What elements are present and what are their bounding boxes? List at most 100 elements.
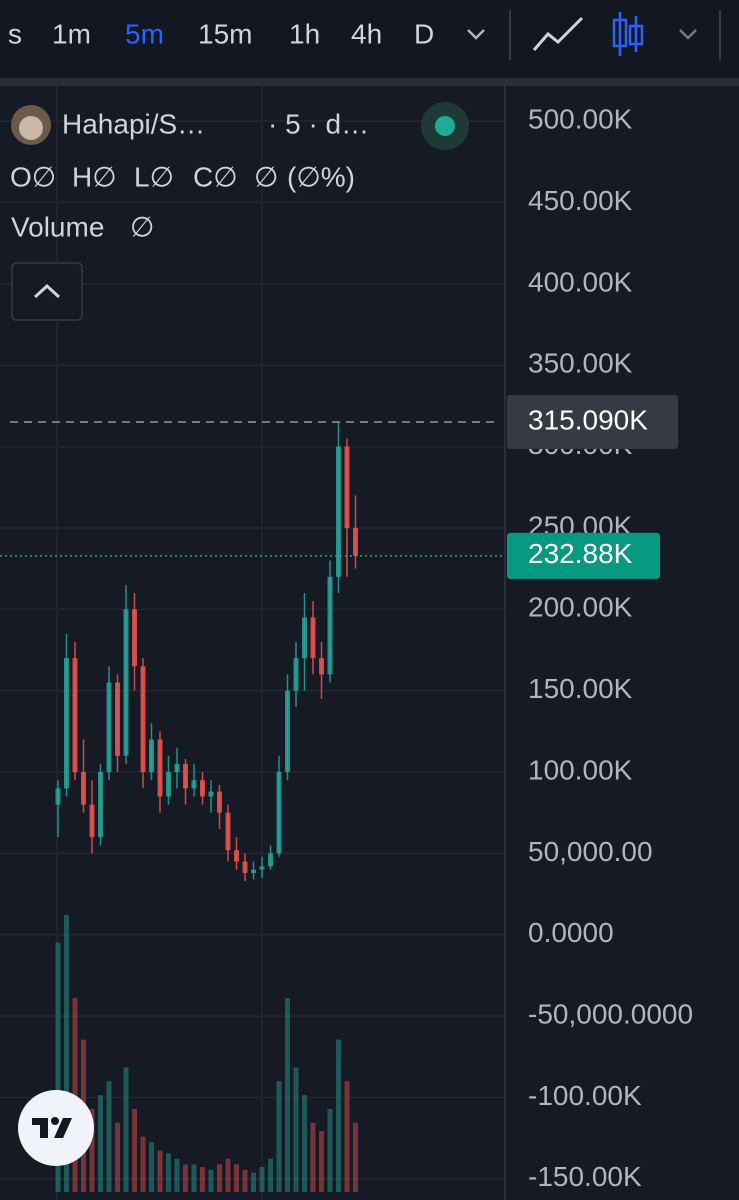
tradingview-logo-mark xyxy=(32,1118,72,1138)
interval-button[interactable]: 15m xyxy=(198,18,252,49)
ohlc-value: H∅ xyxy=(72,161,117,192)
candle-body xyxy=(336,446,341,577)
symbol-avatar-face xyxy=(19,116,43,140)
candle-body xyxy=(115,682,120,756)
volume-bar xyxy=(319,1131,324,1192)
volume-bar xyxy=(132,1108,137,1192)
volume-bar xyxy=(191,1164,197,1192)
volume-bar xyxy=(234,1164,239,1192)
volume-bar xyxy=(115,1122,120,1192)
volume-value: ∅ xyxy=(130,211,154,242)
tradingview-logo[interactable] xyxy=(18,1090,94,1166)
symbol-name[interactable]: Hahapi/S… xyxy=(62,108,205,139)
high-price-label-bg xyxy=(507,395,678,450)
candle-body xyxy=(234,850,239,862)
volume-bar xyxy=(344,1081,350,1192)
volume-bar xyxy=(166,1153,171,1192)
line-chart-button[interactable] xyxy=(532,16,584,51)
y-tick-label: 450.00K xyxy=(528,185,633,216)
candle-body xyxy=(140,666,146,773)
interval-dropdown[interactable] xyxy=(467,29,485,40)
candle-body xyxy=(157,739,163,797)
volume-bar xyxy=(310,1122,316,1192)
candle-body xyxy=(353,527,358,556)
last-price-label-bg xyxy=(507,532,660,579)
candle-body xyxy=(174,763,180,773)
y-tick-label: 400.00K xyxy=(528,266,633,297)
interval-button[interactable]: 5m xyxy=(125,18,164,49)
grid xyxy=(0,120,505,1180)
candle-body xyxy=(106,682,112,773)
candle-body xyxy=(98,772,103,838)
toolbar xyxy=(0,0,739,78)
volume-bar xyxy=(293,1067,299,1192)
volume-bar xyxy=(200,1167,205,1192)
volume-bar xyxy=(268,1158,273,1192)
candle-body xyxy=(310,617,316,659)
interval-button[interactable]: 1m xyxy=(52,18,91,49)
candle-body xyxy=(166,772,171,797)
candle-body xyxy=(276,772,282,854)
volume-bar xyxy=(208,1169,214,1192)
volume-bar xyxy=(302,1095,307,1192)
high-price-label: 315.090K xyxy=(528,404,648,435)
interval-button[interactable]: 4h xyxy=(351,18,382,49)
ohlc-legend: O∅ H∅ L∅ C∅ ∅ (∅%) xyxy=(10,161,355,192)
candle-body xyxy=(89,804,95,838)
volume-bar xyxy=(98,1095,103,1192)
volume-bar xyxy=(140,1136,146,1192)
candle-body xyxy=(64,658,69,789)
interval-button[interactable]: D xyxy=(414,18,434,49)
candle-body xyxy=(302,617,307,659)
volume-bar xyxy=(106,1081,112,1192)
volume-bar xyxy=(89,1108,95,1192)
volume-bar xyxy=(285,998,290,1192)
candle-body xyxy=(132,609,137,667)
volume-bar xyxy=(64,915,69,1192)
candle-body xyxy=(293,658,299,691)
y-tick-label: -50,000.0000 xyxy=(528,999,693,1030)
tradingview-logo-dot xyxy=(51,1117,59,1125)
y-tick-label: 100.00K xyxy=(528,754,633,785)
ohlc-value: O∅ xyxy=(10,161,56,192)
candle-body xyxy=(183,763,188,789)
collapse-button[interactable] xyxy=(11,262,83,321)
volume-bar xyxy=(72,998,78,1192)
candle-body xyxy=(72,658,78,773)
candle-body xyxy=(319,658,324,675)
toolbar-border xyxy=(0,78,739,86)
volume-pane xyxy=(55,915,358,1192)
volume-bar xyxy=(217,1164,222,1192)
candle-body xyxy=(268,853,273,867)
candles xyxy=(55,422,358,882)
y-tick-label: 200.00K xyxy=(528,592,633,623)
volume-bar xyxy=(55,942,61,1192)
volume-bar xyxy=(183,1164,188,1192)
ohlc-value: (∅%) xyxy=(287,161,355,192)
candle-body xyxy=(208,791,214,797)
chart-type-dropdown[interactable] xyxy=(679,29,697,40)
candle-chart-button[interactable] xyxy=(612,12,644,56)
ohlc-value: L∅ xyxy=(134,161,174,192)
volume-bar xyxy=(242,1169,248,1192)
candle-body xyxy=(251,869,256,873)
y-tick-label: -150.00K xyxy=(528,1161,642,1192)
volume-label: Volume xyxy=(11,211,104,242)
y-tick-label: 150.00K xyxy=(528,673,633,704)
interval-button[interactable]: s xyxy=(8,18,22,49)
volume-bar xyxy=(123,1067,129,1192)
y-tick-label: 50,000.00 xyxy=(528,836,653,867)
ohlc-value: ∅ xyxy=(254,161,278,192)
candle-body xyxy=(123,609,129,756)
volume-bar xyxy=(251,1172,256,1192)
symbol-meta: · 5 · d… xyxy=(268,108,369,139)
market-status xyxy=(435,116,455,136)
interval-button[interactable]: 1h xyxy=(289,18,320,49)
candle-body xyxy=(81,772,86,805)
candle-body xyxy=(200,780,205,797)
volume-bar xyxy=(149,1142,154,1192)
candle-body xyxy=(149,739,154,773)
candle-body xyxy=(285,690,290,773)
candle-body xyxy=(242,861,248,873)
